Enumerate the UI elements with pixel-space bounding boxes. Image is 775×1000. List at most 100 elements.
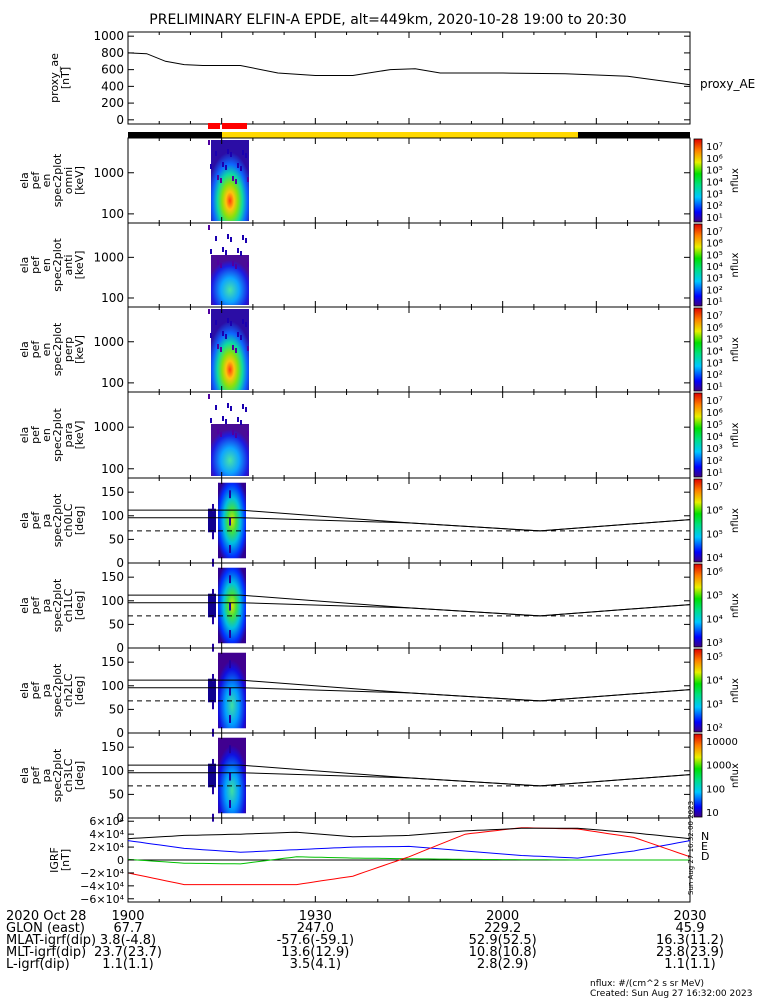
ephem-value: 10.8(10.8): [469, 945, 537, 960]
spectrogram-en-anti: [208, 225, 249, 305]
spectrogram-speck: [217, 175, 219, 180]
colorbar-strip: [693, 307, 703, 392]
spectrogram-speck: [242, 235, 244, 240]
spectrogram-speck: [245, 322, 247, 327]
pa-fill: [218, 652, 246, 729]
spectrogram-speck: [215, 151, 217, 156]
ylabel-line: [keV]: [73, 421, 86, 450]
spectrogram-speck: [227, 403, 229, 408]
igrf-ytick-label: −2×10⁴: [80, 867, 124, 880]
ylabel-line: [deg]: [73, 506, 86, 535]
ylabel-line: pef: [29, 511, 42, 530]
colorbar-label: 10: [706, 808, 719, 819]
ephem-value: 2000: [486, 909, 519, 924]
spectrogram-speck: [247, 431, 249, 436]
pa-speck: [212, 643, 214, 650]
colorbar-label: 10⁵: [706, 420, 723, 431]
ylabel-line: ch0LC: [62, 503, 75, 537]
ylabel-line: proxy_ae: [48, 53, 61, 103]
footer-created: Created: Sun Aug 27 16:32:00 2023: [590, 989, 753, 999]
ylabel-line: en: [40, 258, 53, 272]
pa-speck: [212, 786, 214, 793]
colorbar-label: 1000: [706, 761, 731, 772]
proxy-ae-line: [127, 52, 691, 86]
colorbar-label: 10¹: [706, 213, 723, 224]
ylabel-line: en: [40, 343, 53, 357]
proxy-ae-legend: proxy_AE: [700, 77, 755, 91]
colorbar-label: 10²: [706, 285, 723, 296]
en-para-ytick-label: 100: [101, 462, 124, 476]
colorbar-label: 10⁴: [706, 178, 723, 189]
ylabel-line: ela: [18, 427, 31, 444]
spectrogram-speck: [210, 164, 212, 169]
spectrogram-ch2lc: [208, 652, 246, 737]
spectrogram-speck: [220, 178, 222, 183]
ch0lc-ytick-label: 100: [101, 509, 124, 523]
pa-side: [208, 593, 216, 618]
colorbar-label: 10⁶: [706, 154, 723, 165]
spectrogram-speck: [227, 234, 229, 239]
spectrogram-speck: [208, 225, 210, 230]
ch1lc-ytick-label: 0: [116, 641, 124, 655]
ylabel-line: omni: [62, 167, 75, 194]
ephem-value: 23.7(23.7): [94, 945, 162, 960]
ch0lc-ytick-label: 0: [116, 556, 124, 570]
pa-speck: [212, 673, 214, 680]
zone-bar-red: [222, 123, 247, 129]
en-omni-ytick-label: 100: [101, 207, 124, 221]
colorbar-label: 10⁴: [706, 262, 723, 273]
spectrogram-speck: [242, 404, 244, 409]
colorbar-strip: [693, 648, 703, 733]
proxy-ae-ytick-label: 600: [101, 63, 124, 77]
colorbar-label: 10³: [706, 699, 723, 710]
colorbar-label: 10000: [706, 737, 738, 748]
pa-side: [208, 508, 216, 533]
spectrogram-speck: [230, 321, 232, 326]
ylabel-line: ela: [18, 172, 31, 189]
spectrogram-speck: [217, 429, 219, 434]
ch0lc-ytick-label: 50: [109, 532, 124, 546]
spectrogram-speck: [210, 333, 212, 338]
ylabel-line: spec2plot: [51, 238, 64, 292]
igrf-N-line: [127, 840, 691, 859]
colorbar-label: 10²: [706, 370, 723, 381]
ylabel-line: pef: [29, 681, 42, 700]
pa-fill: [218, 737, 246, 814]
colorbar-label: 10⁷: [706, 142, 723, 153]
igrf-legend-N: N: [701, 830, 709, 843]
spectrogram-speck: [240, 420, 242, 425]
ylabel-line: spec2plot: [51, 153, 64, 207]
ylabel-line: spec2plot: [51, 493, 64, 547]
colorbar-label: 10¹: [706, 297, 723, 308]
ch1lc-ytick-label: 150: [101, 570, 124, 584]
spectrogram-speck: [230, 406, 232, 411]
ephem-value: 1930: [299, 909, 332, 924]
pa-fill: [218, 567, 246, 644]
spectrogram-en-omni: [208, 140, 249, 221]
colorbar-label: 10⁵: [706, 250, 723, 261]
spectrogram-fill: [211, 255, 249, 305]
pa-speck: [229, 545, 231, 552]
colorbar-label: 10⁵: [706, 166, 723, 177]
ephem-label: GLON (east): [6, 921, 85, 936]
pa-speck: [229, 800, 231, 807]
igrf-|B|-line: [127, 827, 691, 840]
panel-proxy-ae: [127, 31, 691, 125]
ylabel-line: pef: [29, 171, 42, 190]
ylabel-line: ch2LC: [62, 673, 75, 707]
ylabel-line: ela: [18, 682, 31, 699]
spectrogram-speck: [220, 263, 222, 268]
ephem-value: 1900: [111, 909, 144, 924]
spectrogram-speck: [247, 262, 249, 267]
colorbar-label: 10⁶: [706, 567, 723, 578]
ephem-value: 2.8(2.9): [477, 957, 529, 972]
igrf-ytick-label: 6×10⁴: [89, 815, 124, 828]
spectrogram-speck: [235, 348, 237, 353]
ylabel-line: spec2plot: [51, 578, 64, 632]
ephem-value: 45.9: [676, 921, 705, 936]
pa-speck: [212, 728, 214, 735]
